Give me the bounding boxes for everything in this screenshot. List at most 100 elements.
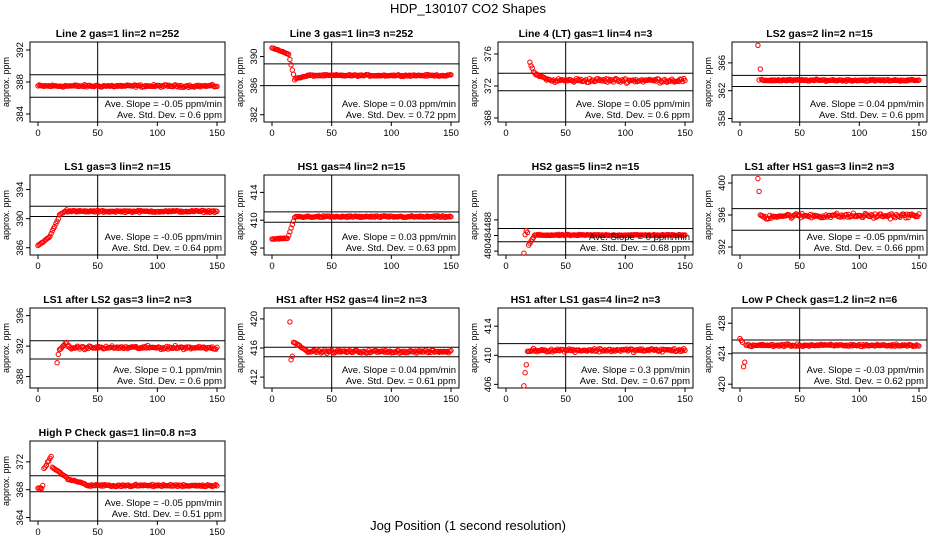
y-tick-label: 388 — [15, 74, 26, 90]
data-point — [288, 62, 294, 68]
x-tick-label: 0 — [35, 527, 40, 538]
x-tick-label: 100 — [851, 128, 867, 139]
data-point — [448, 214, 454, 220]
data-point — [54, 360, 60, 366]
stats-annotation: Ave. Slope = 0 ppm/min — [589, 232, 690, 243]
x-tick-label: 100 — [149, 261, 165, 272]
data-point — [40, 482, 46, 489]
data-point — [288, 357, 294, 363]
y-tick-label: 368 — [15, 482, 26, 498]
data-point — [539, 346, 545, 353]
plot-frame — [263, 41, 460, 123]
x-tick-label: 150 — [209, 394, 225, 405]
x-tick-label: 0 — [503, 261, 508, 272]
chart-panel: Line 2 gas=1 lin=2 n=252 approx. ppm 384 38… — [1, 28, 226, 139]
data-point — [765, 215, 772, 222]
data-point — [289, 221, 295, 228]
data-point — [651, 231, 657, 238]
x-tick-label: 100 — [149, 128, 165, 139]
panel-title: LS1 gas=3 lin=2 n=15 — [64, 161, 171, 173]
data-point — [574, 77, 581, 84]
x-tick-label: 100 — [851, 261, 867, 272]
data-point — [521, 250, 527, 256]
x-tick-label: 50 — [794, 394, 805, 405]
data-point — [321, 71, 328, 78]
data-point — [48, 453, 54, 460]
data-point — [188, 346, 194, 352]
y-tick-label: 410 — [483, 347, 494, 363]
data-point — [129, 209, 135, 215]
stats-annotation: Ave. Slope = -0.05 ppm/min — [807, 232, 924, 243]
data-point — [91, 208, 97, 214]
chart-panel: LS2 gas=2 lin=2 n=15 approx. ppm 358 362 366… — [703, 28, 928, 139]
stats-annotation: Ave. Std. Dev. = 0.68 ppm — [580, 243, 690, 254]
data-point — [916, 77, 922, 83]
data-point — [682, 347, 688, 354]
panel-title: HS2 gas=5 lin=2 n=15 — [532, 161, 640, 173]
panel-title: LS2 gas=2 lin=2 n=15 — [766, 28, 873, 40]
panel-title: HS1 after LS1 gas=4 lin=2 n=3 — [511, 294, 661, 306]
x-tick-label: 0 — [503, 394, 508, 405]
panel-title: Line 4 (LT) gas=1 lin=4 n=3 — [519, 28, 653, 40]
data-point — [417, 349, 423, 355]
stats-annotation: Ave. Slope = 0.03 ppm/min — [342, 232, 456, 243]
data-point — [783, 342, 790, 348]
x-tick-label: 0 — [269, 261, 274, 272]
y-tick-label: 392 — [717, 239, 728, 255]
x-tick-label: 100 — [149, 394, 165, 405]
data-point — [214, 83, 220, 90]
y-axis-label: approx. ppm — [1, 190, 11, 240]
y-axis-label: approx. ppm — [1, 323, 11, 373]
y-tick-label: 414 — [249, 184, 260, 200]
x-tick-label: 150 — [443, 261, 459, 272]
data-point — [289, 67, 295, 73]
y-axis-label: approx. ppm — [703, 57, 713, 107]
data-point — [55, 351, 61, 358]
data-point — [912, 343, 919, 349]
x-tick-label: 50 — [560, 261, 571, 272]
data-point — [598, 347, 605, 353]
data-point — [380, 348, 386, 354]
plot-frame — [731, 307, 928, 389]
x-tick-label: 100 — [383, 261, 399, 272]
y-tick-label: 392 — [15, 42, 26, 58]
data-point — [860, 341, 866, 348]
data-point — [208, 345, 214, 351]
chart-panel: High P Check gas=1 lin=0.8 n=3 approx. pp… — [1, 427, 226, 538]
data-point — [319, 214, 325, 221]
x-tick-label: 50 — [92, 261, 103, 272]
chart-panel: Line 4 (LT) gas=1 lin=4 n=3 approx. ppm 36… — [469, 28, 694, 139]
data-point — [287, 56, 293, 63]
stats-annotation: Ave. Slope = 0.3 ppm/min — [581, 365, 690, 376]
data-point — [180, 482, 187, 488]
chart-panel: LS1 gas=3 lin=2 n=15 approx. ppm 386 390 394… — [1, 161, 226, 272]
x-tick-label: 0 — [269, 128, 274, 139]
data-point — [336, 349, 342, 355]
y-axis-label: approx. ppm — [469, 323, 479, 373]
y-tick-label: 396 — [15, 308, 26, 324]
data-point — [46, 234, 52, 241]
x-tick-label: 150 — [209, 261, 225, 272]
figure-x-axis-label: Jog Position (1 second resolution) — [370, 518, 566, 533]
data-point — [900, 211, 907, 217]
x-tick-label: 50 — [560, 394, 571, 405]
data-point — [682, 77, 688, 84]
data-point — [823, 78, 829, 85]
data-point — [652, 76, 658, 83]
data-point — [767, 212, 773, 219]
data-point — [436, 349, 442, 356]
panel-title: Line 3 gas=1 lin=3 n=252 — [290, 28, 414, 40]
plot-frame — [497, 307, 694, 389]
y-axis-label: approx. ppm — [1, 456, 11, 506]
data-point — [159, 345, 165, 351]
y-tick-label: 358 — [717, 111, 728, 127]
stats-annotation: Ave. Slope = 0.04 ppm/min — [810, 99, 924, 110]
plot-frame — [263, 174, 460, 256]
data-point — [588, 347, 594, 353]
data-point — [432, 213, 439, 219]
stats-annotation: Ave. Slope = 0.1 ppm/min — [113, 365, 222, 376]
stats-annotation: Ave. Std. Dev. = 0.67 ppm — [580, 376, 690, 387]
x-tick-label: 100 — [383, 128, 399, 139]
panel-title: HS1 gas=4 lin=2 n=15 — [298, 161, 406, 173]
y-tick-label: 400 — [717, 175, 728, 191]
